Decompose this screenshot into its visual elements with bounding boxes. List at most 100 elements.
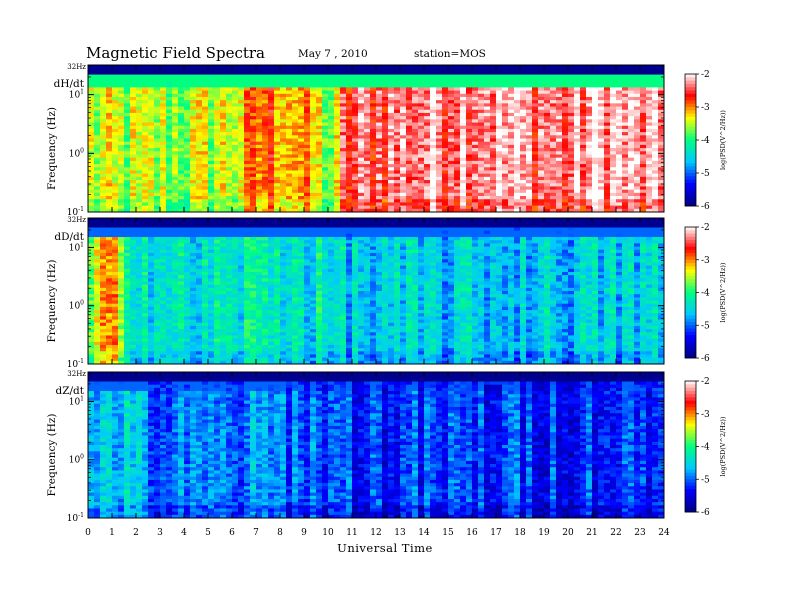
spectrogram-cell [490, 109, 497, 114]
spectrogram-cell [346, 173, 353, 178]
spectrogram-cell [124, 271, 131, 276]
spectrogram-cell [502, 180, 509, 184]
spectrogram-cell [88, 344, 95, 349]
spectrogram-cell [304, 154, 311, 159]
spectrogram-cell [562, 112, 569, 117]
spectrogram-cell [148, 154, 155, 159]
spectrogram-cell [226, 141, 233, 146]
spectrogram-cell [634, 96, 641, 101]
spectrogram-cell [556, 180, 563, 184]
spectrogram-cell [424, 119, 431, 123]
spectrogram-cell [514, 173, 521, 178]
spectrogram-cell [238, 164, 245, 168]
spectrogram-cell [448, 205, 455, 210]
spectrogram-cell [286, 192, 293, 197]
colorbar-segment [685, 116, 696, 121]
spectrogram-cell [508, 65, 515, 69]
spectrogram-cell [328, 87, 335, 91]
spectrogram-cell [412, 167, 419, 171]
spectrogram-cell [238, 128, 245, 133]
spectrogram-cell [436, 77, 443, 82]
spectrogram-cell [382, 135, 389, 139]
spectrogram-cell [520, 192, 527, 197]
spectrogram-cell [496, 170, 503, 175]
spectrogram-cell [238, 96, 245, 101]
colorbar-segment [685, 176, 696, 180]
spectrogram-cell [112, 180, 119, 184]
spectrogram-cell [484, 96, 491, 101]
spectrogram-cell [112, 84, 119, 88]
spectrogram-cell [394, 80, 401, 85]
spectrogram-cell [268, 90, 275, 95]
spectrogram-cell [382, 100, 389, 104]
spectrogram-cell [178, 71, 185, 75]
spectrogram-cell [94, 240, 101, 244]
spectrogram-cell [244, 93, 251, 98]
spectrogram-cell [214, 154, 221, 159]
spectrogram-cell [226, 208, 233, 213]
spectrogram-cell [268, 128, 275, 133]
spectrogram-cell [250, 144, 257, 149]
spectrogram-cell [418, 189, 425, 194]
spectrogram-cell [442, 71, 449, 75]
spectrogram-cell [220, 164, 227, 168]
spectrogram-cell [274, 122, 281, 127]
spectrogram-cell [94, 93, 101, 98]
spectrogram-cell [94, 335, 101, 339]
spectrogram-cell [580, 106, 587, 111]
spectrogram-cell [310, 170, 317, 175]
spectrogram-cell [124, 93, 131, 98]
spectrogram-cell [478, 157, 485, 162]
spectrogram-cell [478, 189, 485, 194]
spectrogram-cell [520, 176, 527, 181]
spectrogram-cell [178, 186, 185, 191]
spectrogram-cell [622, 128, 629, 133]
spectrogram-cell [136, 256, 143, 260]
spectrogram-cell [610, 170, 617, 175]
spectrogram-cell [130, 341, 137, 346]
spectrogram-cell [448, 106, 455, 111]
spectrogram-cell [526, 77, 533, 82]
spectrogram-cell [124, 230, 131, 235]
spectrogram-cell [532, 90, 539, 95]
spectrogram-cell [172, 93, 179, 98]
spectrogram-cell [658, 189, 665, 194]
spectrogram-cell [586, 122, 593, 127]
spectrogram-cell [496, 103, 503, 107]
spectrogram-cell [136, 310, 143, 314]
spectrogram-cell [424, 183, 431, 187]
spectrogram-cell [148, 109, 155, 114]
spectrogram-cell [268, 186, 275, 191]
spectrogram-cell [136, 268, 143, 273]
spectrogram-cell [484, 164, 491, 168]
spectrogram-cell [460, 100, 467, 104]
spectrogram-cell [496, 122, 503, 127]
spectrogram-cell [622, 141, 629, 146]
spectrogram-cell [256, 74, 263, 79]
spectrogram-cell [616, 148, 623, 152]
spectrogram-cell [562, 90, 569, 95]
spectrogram-cell [424, 196, 431, 200]
spectrogram-cell [490, 148, 497, 152]
spectrogram-cell [94, 221, 101, 225]
spectrogram-cell [568, 96, 575, 101]
spectrogram-cell [508, 196, 515, 200]
spectrogram-cell [238, 180, 245, 184]
spectrogram-cell [526, 148, 533, 152]
spectrogram-cell [322, 173, 329, 178]
spectrogram-cell [118, 230, 125, 235]
spectrogram-cell [544, 77, 551, 82]
spectrogram-cell [556, 109, 563, 114]
spectrogram-cell [190, 68, 197, 72]
spectrogram-cell [298, 192, 305, 197]
spectrogram-cell [310, 189, 317, 194]
spectrogram-cell [160, 116, 167, 120]
spectrogram-cell [394, 106, 401, 111]
spectrogram-cell [136, 208, 143, 213]
spectrogram-cell [460, 135, 467, 139]
spectrogram-cell [448, 170, 455, 175]
spectrogram-cell [466, 96, 473, 101]
spectrogram-cell [130, 249, 137, 254]
spectrogram-cell [322, 103, 329, 107]
spectrogram-cell [538, 112, 545, 117]
